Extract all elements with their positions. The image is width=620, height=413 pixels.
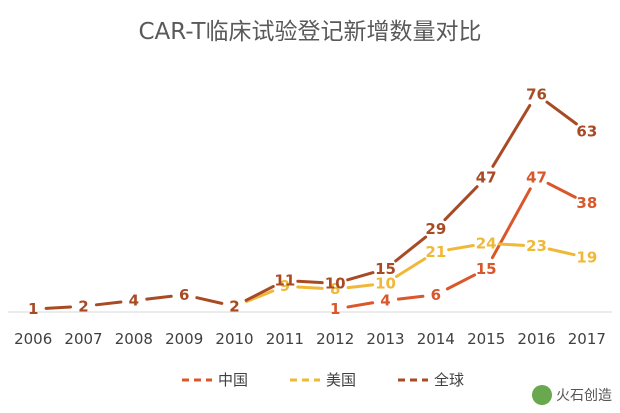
legend-label-全球: 全球 (434, 371, 464, 389)
series-segment-全球 (346, 271, 375, 282)
series-segment-全球 (545, 100, 578, 126)
series-layer (44, 100, 578, 310)
data-label-美国-2013: 10 (375, 274, 396, 292)
x-tick-label-2017: 2017 (568, 330, 606, 348)
x-tick-label-2006: 2006 (14, 330, 52, 348)
data-label-全球-2010: 2 (229, 297, 239, 315)
watermark-text: 火石创造 (556, 388, 612, 404)
data-label-全球-2008: 4 (129, 292, 139, 310)
series-segment-中国 (396, 294, 425, 301)
data-label-美国-2012: 8 (330, 280, 340, 298)
data-label-美国-2010: 2 (229, 297, 239, 315)
data-label-中国-2015: 15 (476, 260, 497, 278)
data-label-中国-2017: 38 (576, 194, 597, 212)
series-segment-美国 (395, 257, 427, 278)
data-label-全球-2007: 2 (78, 297, 88, 315)
series-segment-美国 (346, 283, 375, 290)
series-segment-全球 (394, 235, 428, 263)
data-label-美国-2011: 9 (280, 277, 290, 295)
data-label-全球-2006: 1 (28, 300, 38, 318)
x-tick-label-2010: 2010 (215, 330, 253, 348)
series-segment-中国 (490, 187, 532, 260)
data-label-全球-2009: 6 (179, 286, 189, 304)
series-segment-美国 (547, 247, 576, 257)
data-label-中国-2013: 4 (380, 292, 390, 310)
series-segment-中国 (346, 301, 375, 309)
series-segment-全球 (443, 185, 479, 222)
data-label-美国-2017: 19 (576, 249, 597, 267)
x-tick-label-2008: 2008 (115, 330, 153, 348)
x-tick-label-2014: 2014 (417, 330, 455, 348)
legend-label-美国: 美国 (326, 371, 356, 389)
series-segment-美国 (497, 242, 526, 247)
x-tick-label-2013: 2013 (366, 330, 404, 348)
x-tick-label-2012: 2012 (316, 330, 354, 348)
series-segment-美国 (447, 243, 475, 252)
x-tick-label-2015: 2015 (467, 330, 505, 348)
data-label-美国-2015: 24 (476, 234, 497, 252)
x-tick-label-2009: 2009 (165, 330, 203, 348)
series-segment-全球 (145, 294, 173, 301)
series-segment-中国 (546, 181, 577, 199)
data-label-中国-2014: 6 (431, 286, 441, 304)
legend: 中国 美国 全球 (182, 371, 464, 389)
chart-title: CAR-T临床试验登记新增数量对比 (138, 19, 482, 45)
data-label-中国-2016: 47 (526, 168, 547, 186)
data-label-全球-2013: 15 (375, 260, 396, 278)
series-segment-全球 (491, 103, 532, 168)
series-segment-全球 (244, 284, 275, 302)
data-label-全球-2011: 11 (274, 272, 295, 290)
x-tick-label-2007: 2007 (64, 330, 102, 348)
x-tick-labels: 2006 2007 2008 2009 2010 2011 2012 2013 2014 2015… (14, 330, 606, 348)
series-segment-中国 (445, 273, 477, 291)
data-label-全球-2015: 47 (476, 168, 497, 186)
wechat-icon (532, 385, 552, 405)
x-tick-label-2016: 2016 (517, 330, 555, 348)
x-tick-label-2011: 2011 (266, 330, 304, 348)
series-segment-全球 (44, 305, 73, 310)
data-label-全球-2016: 76 (526, 85, 547, 103)
data-label-美国-2016: 23 (526, 237, 547, 255)
series-segment-美国 (245, 289, 275, 303)
series-segment-全球 (296, 279, 324, 285)
data-label-全球-2017: 63 (576, 123, 597, 141)
legend-label-中国: 中国 (218, 371, 248, 389)
series-segment-全球 (195, 296, 224, 305)
series-segment-全球 (94, 300, 123, 307)
series-segment-美国 (296, 285, 324, 290)
data-label-中国-2012: 1 (330, 300, 340, 318)
data-label-全球-2014: 29 (425, 220, 446, 238)
watermark: 火石创造 (532, 385, 612, 405)
data-label-全球-2012: 10 (325, 274, 346, 292)
data-label-美国-2014: 21 (425, 243, 446, 261)
